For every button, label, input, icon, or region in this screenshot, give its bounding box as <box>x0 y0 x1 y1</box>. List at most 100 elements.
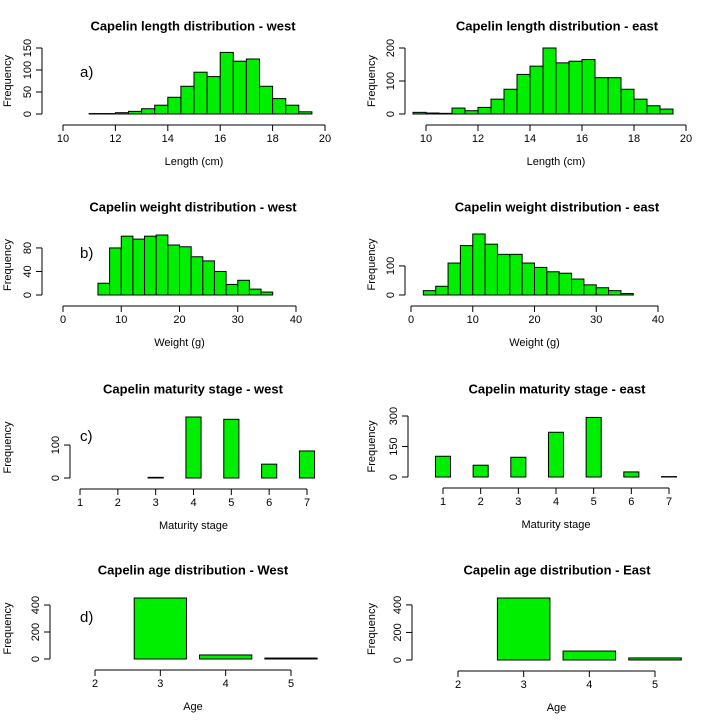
y-tick-label: 50 <box>22 86 34 98</box>
y-tick-label: 200 <box>385 39 397 57</box>
bar <box>298 111 313 115</box>
x-tick-label: 18 <box>628 133 640 145</box>
y-axis-title: Frequency <box>366 420 378 472</box>
x-tick-label: 6 <box>266 497 272 509</box>
x-tick-label: 10 <box>57 133 69 145</box>
x-tick-label: 14 <box>162 133 174 145</box>
bar <box>490 98 505 115</box>
x-tick-label: 3 <box>521 679 527 691</box>
bar <box>608 290 622 296</box>
x-tick-label: 40 <box>652 314 664 326</box>
y-axis-title: Frequency <box>2 55 14 107</box>
bar <box>167 96 182 115</box>
x-tick-label: 20 <box>528 314 540 326</box>
bar <box>558 272 573 296</box>
x-tick-label: 12 <box>109 133 121 145</box>
bar <box>185 416 202 479</box>
bar <box>542 47 557 115</box>
x-axis-title: Weight (g) <box>509 337 560 349</box>
y-tick-label: 0 <box>22 292 34 298</box>
y-tick-label: 0 <box>22 111 34 117</box>
bar <box>190 256 204 296</box>
bar <box>620 88 635 115</box>
bar <box>534 266 548 296</box>
bar <box>245 58 260 115</box>
y-tick-label: 150 <box>22 39 34 57</box>
bar <box>167 244 181 296</box>
panel-label: d) <box>80 609 93 626</box>
y-tick-label: 0 <box>30 656 42 662</box>
bar <box>128 110 143 115</box>
bar <box>425 112 440 115</box>
bar <box>412 111 427 115</box>
bar <box>555 62 570 115</box>
y-axis-title: Frequency <box>366 55 378 107</box>
bar <box>583 284 597 296</box>
x-tick-label: 1 <box>440 496 446 508</box>
bar <box>223 418 240 479</box>
bar <box>516 73 531 115</box>
chart-title: Capelin length distribution - east <box>456 18 659 33</box>
x-tick-label: 3 <box>157 678 163 690</box>
bar <box>594 77 609 115</box>
x-tick-label: 18 <box>266 133 278 145</box>
bar <box>646 105 661 115</box>
x-tick-label: 2 <box>115 497 121 509</box>
x-tick-label: 5 <box>228 497 234 509</box>
bar <box>199 654 253 660</box>
bar <box>521 262 536 296</box>
bar <box>529 65 544 115</box>
y-axis-title: Frequency <box>2 421 14 473</box>
bar <box>435 285 449 296</box>
panel-label: c) <box>80 428 93 445</box>
x-tick-label: 10 <box>467 314 479 326</box>
chart-title: Capelin weight distribution - west <box>89 199 297 214</box>
x-tick-label: 7 <box>666 496 672 508</box>
x-tick-label: 2 <box>92 678 98 690</box>
panel-label: b) <box>80 245 93 262</box>
bar <box>547 431 565 478</box>
y-tick-label: 0 <box>392 657 404 663</box>
bar <box>464 110 479 115</box>
y-tick-label: 0 <box>385 111 397 117</box>
bar <box>248 288 262 296</box>
y-tick-label: 100 <box>22 61 34 79</box>
x-tick-label: 7 <box>304 497 310 509</box>
bar <box>298 450 316 479</box>
x-tick-label: 40 <box>290 314 302 326</box>
x-axis-title: Weight (g) <box>154 337 205 349</box>
bar <box>422 290 437 296</box>
bar <box>581 59 596 115</box>
y-axis-title: Frequency <box>2 239 14 291</box>
y-tick-label: 80 <box>22 242 34 254</box>
x-tick-label: 30 <box>232 314 244 326</box>
bar <box>144 235 157 296</box>
x-axis-title: Age <box>183 701 203 713</box>
y-tick-label: 100 <box>385 257 397 275</box>
x-tick-label: 6 <box>628 496 634 508</box>
x-tick-label: 16 <box>214 133 226 145</box>
bar <box>114 112 130 115</box>
bar <box>477 106 492 115</box>
bar <box>623 471 640 478</box>
bar <box>568 60 583 115</box>
bar <box>133 597 187 660</box>
x-axis-title: Maturity stage <box>159 520 228 532</box>
bar <box>132 238 146 296</box>
x-tick-label: 2 <box>478 496 484 508</box>
bar <box>503 88 518 115</box>
bar <box>120 235 134 296</box>
x-tick-label: 0 <box>408 314 414 326</box>
y-tick-label: 0 <box>388 474 400 480</box>
bar <box>562 650 617 661</box>
bar <box>472 464 489 478</box>
bar <box>510 456 527 478</box>
bar <box>447 262 461 296</box>
bar <box>595 287 610 296</box>
x-axis-title: Length (cm) <box>165 156 224 168</box>
y-tick-label: 150 <box>388 437 400 455</box>
x-tick-label: 5 <box>652 679 658 691</box>
x-tick-label: 30 <box>590 314 602 326</box>
bar <box>219 51 234 115</box>
